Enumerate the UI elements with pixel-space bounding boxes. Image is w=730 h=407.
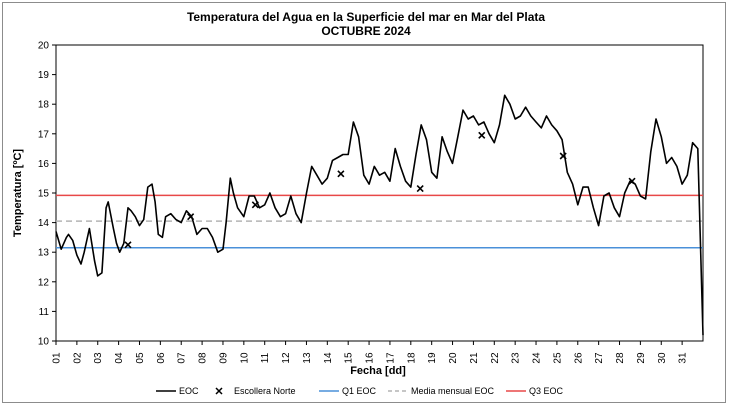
- x-tick-label: 03: [93, 352, 104, 364]
- x-tick-label: 14: [323, 352, 334, 364]
- x-tick-label: 07: [177, 352, 188, 364]
- x-tick-label: 21: [469, 352, 480, 364]
- plot-area: [55, 44, 704, 342]
- legend-label-q1: Q1 EOC: [342, 386, 377, 396]
- x-tick-label: 26: [573, 352, 584, 364]
- x-tick-label: 18: [406, 352, 417, 364]
- chart-subtitle: OCTUBRE 2024: [321, 24, 411, 38]
- x-tick-label: 10: [239, 352, 250, 364]
- x-tick-label: 24: [532, 352, 543, 364]
- y-tick-label: 19: [38, 70, 50, 81]
- legend-label-escollera: Escollera Norte: [234, 386, 296, 396]
- y-tick-label: 18: [38, 100, 50, 111]
- legend-label-eoc: EOC: [179, 386, 199, 396]
- x-tick-label: 29: [636, 352, 647, 364]
- x-tick-label: 23: [511, 352, 522, 364]
- chart-title: Temperatura del Agua en la Superficie de…: [187, 10, 545, 24]
- x-tick-label: 09: [218, 352, 229, 364]
- x-axis-label: Fecha [dd]: [350, 365, 406, 377]
- x-tick-label: 25: [552, 352, 563, 364]
- x-tick-label: 17: [385, 352, 396, 364]
- x-tick-label: 30: [657, 352, 668, 364]
- legend-label-media: Media mensual EOC: [411, 386, 495, 396]
- y-tick-label: 13: [38, 248, 50, 259]
- x-tick-label: 04: [114, 352, 125, 364]
- x-tick-label: 31: [678, 352, 689, 364]
- y-tick-label: 16: [38, 159, 50, 170]
- x-tick-label: 11: [260, 352, 271, 363]
- y-tick-label: 12: [38, 277, 50, 288]
- legend-label-q3: Q3 EOC: [529, 386, 564, 396]
- reference-lines: [56, 194, 703, 249]
- escollera-marker: [124, 241, 132, 249]
- eoc-series: [55, 94, 704, 336]
- x-tick-label: 20: [448, 352, 459, 364]
- y-tick-label: 14: [38, 218, 50, 229]
- y-tick-label: 17: [38, 129, 50, 140]
- y-tick-label: 15: [38, 189, 50, 200]
- escollera-marker: [337, 170, 345, 178]
- y-axis-ticks: 10 11 12 13 14 15 16 17 18 19 20: [38, 41, 56, 348]
- x-tick-label: 12: [281, 352, 292, 364]
- escollera-marker: [251, 201, 259, 209]
- x-tick-label: 13: [302, 352, 313, 364]
- escollera-marker: [416, 184, 424, 193]
- x-tick-label: 16: [365, 352, 376, 364]
- escollera-marker: [478, 131, 486, 139]
- x-tick-label: 06: [156, 352, 167, 364]
- eoc-line: [55, 94, 704, 336]
- x-tick-label: 01: [52, 352, 63, 364]
- x-tick-label: 28: [615, 352, 626, 364]
- x-tick-label: 22: [490, 352, 501, 364]
- escollera-norte-markers: [124, 131, 636, 249]
- y-tick-label: 10: [38, 337, 50, 348]
- x-tick-label: 15: [344, 352, 355, 364]
- escollera-marker: [559, 152, 567, 160]
- y-axis-label: Temperatura [ºC]: [12, 149, 24, 237]
- legend: EOC Escollera Norte Q1 EOC Media mensual…: [156, 386, 564, 396]
- x-tick-label: 19: [427, 352, 438, 364]
- x-tick-label: 08: [198, 352, 209, 364]
- x-tick-label: 27: [594, 352, 605, 364]
- x-axis-ticks: 01 02 03 04 05 06 07 08 09 10 11 12 13 14 15 16 17 18 19 20…: [52, 341, 689, 364]
- y-tick-label: 20: [38, 41, 50, 52]
- escollera-marker: [187, 213, 195, 221]
- x-tick-label: 05: [135, 352, 146, 364]
- escollera-marker: [628, 177, 636, 185]
- legend-swatch-escollera: [215, 387, 223, 395]
- x-tick-label: 02: [72, 352, 83, 364]
- y-tick-label: 11: [39, 307, 50, 318]
